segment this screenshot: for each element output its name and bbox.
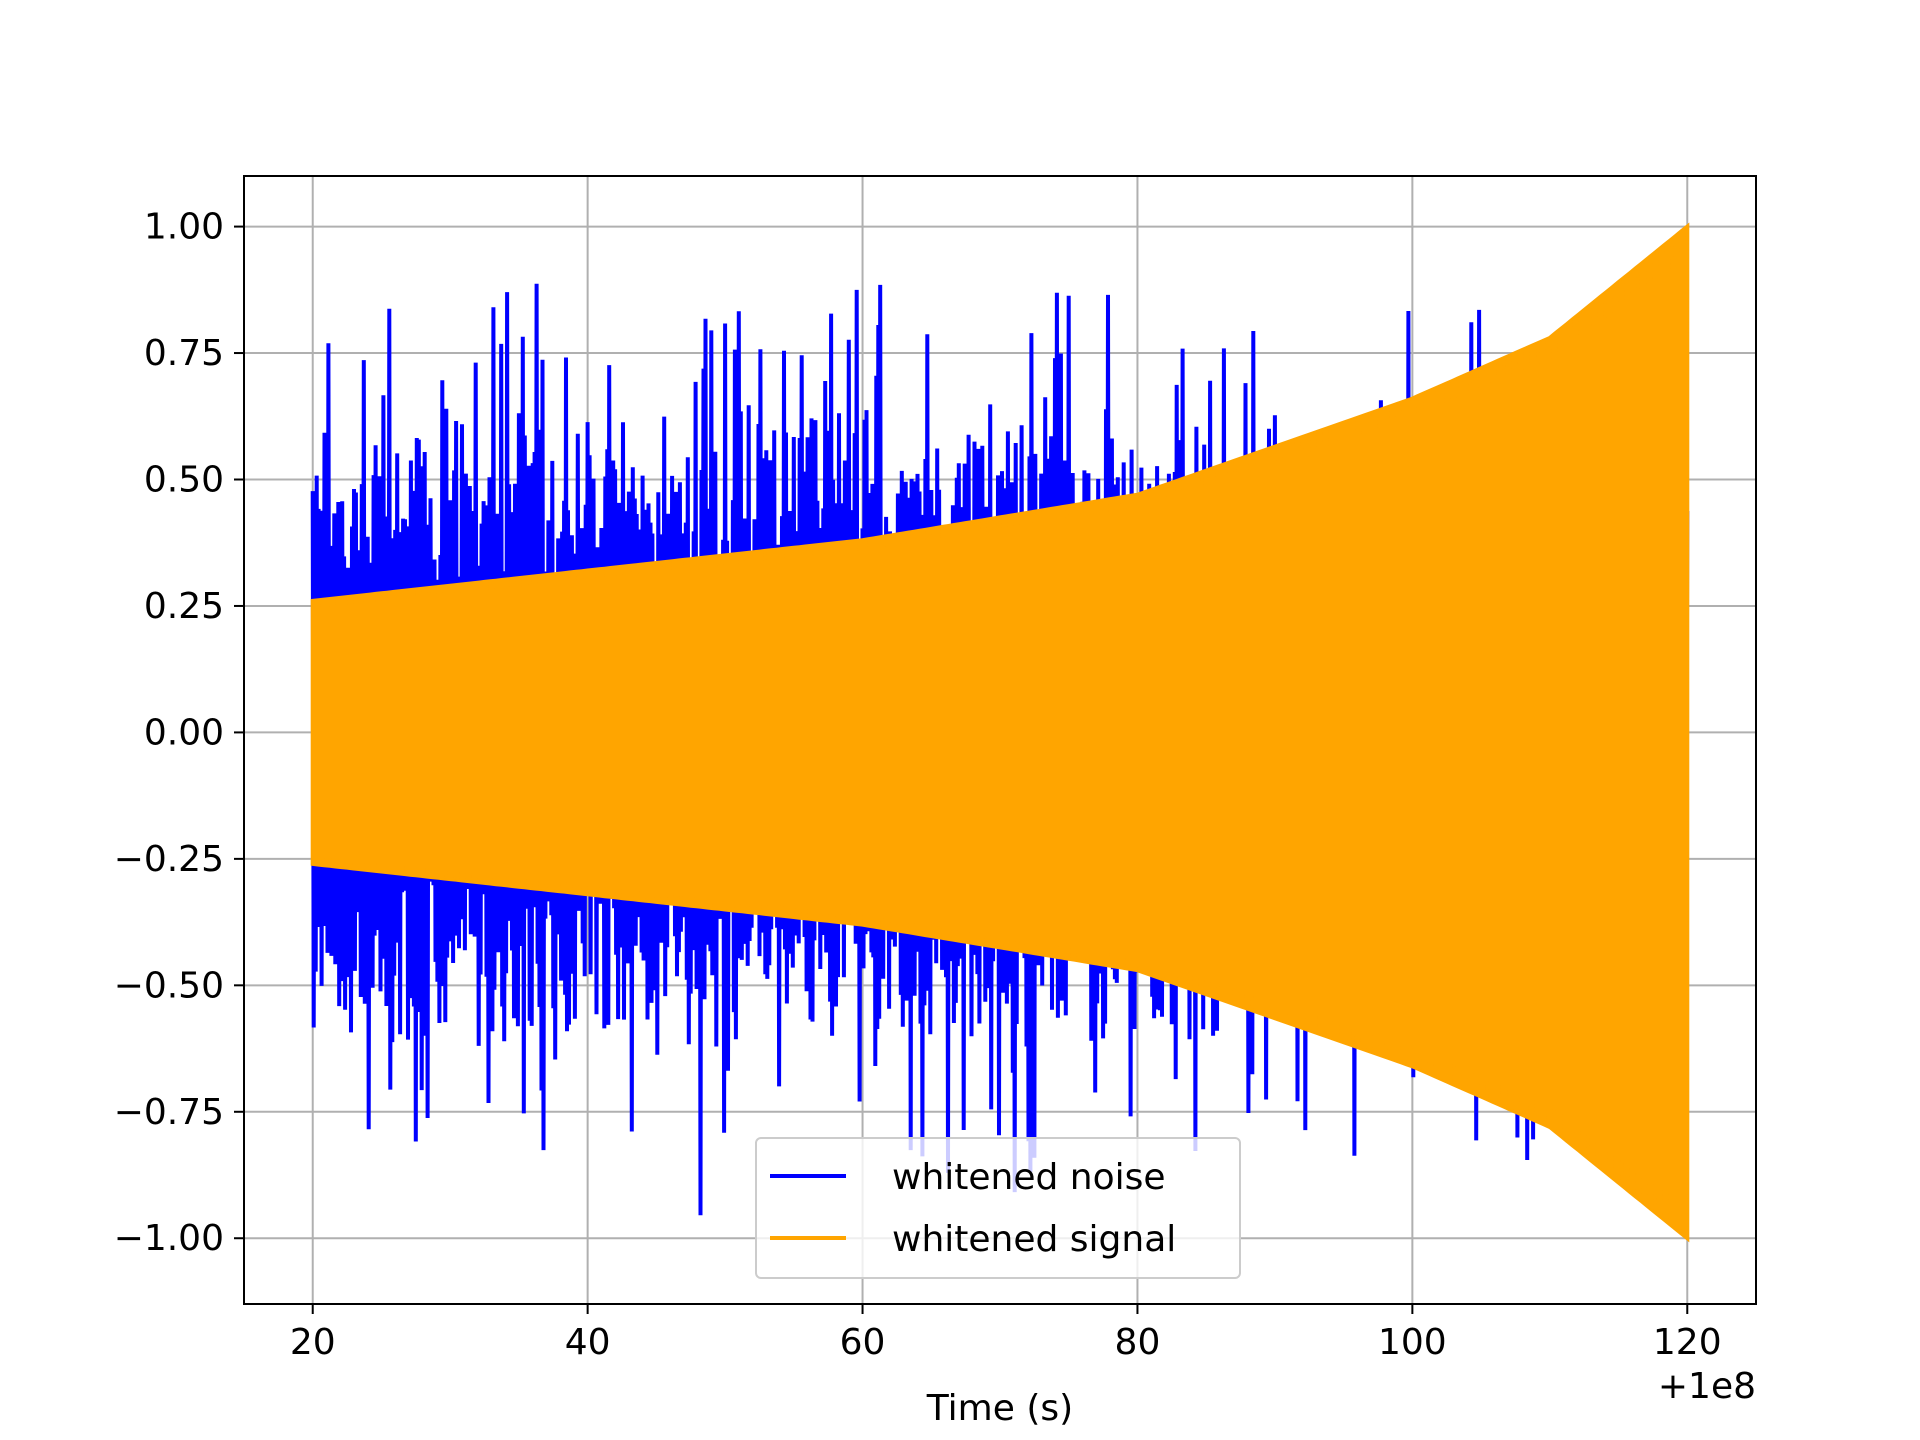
x-axis: 20 40 60 80 100 120 bbox=[290, 1304, 1722, 1363]
x-tick-label-1: 40 bbox=[565, 1322, 611, 1363]
x-tick-label-2: 60 bbox=[840, 1322, 886, 1363]
y-tick-label-3: 0.25 bbox=[144, 586, 224, 627]
axes-frame bbox=[243, 175, 1757, 1305]
x-tick-label-4: 100 bbox=[1378, 1322, 1447, 1363]
plot-area bbox=[310, 222, 1690, 1243]
y-tick-label-6: −0.50 bbox=[114, 965, 224, 1006]
series-line-whitened-signal bbox=[311, 226, 1689, 1238]
y-tick-label-5: −0.25 bbox=[114, 839, 224, 880]
x-axis-label: Time (s) bbox=[926, 1388, 1073, 1429]
y-tick-label-8: −1.00 bbox=[114, 1218, 224, 1259]
y-tick-label-0: 1.00 bbox=[144, 207, 224, 248]
legend-label-whitened-signal: whitened signal bbox=[892, 1219, 1176, 1260]
legend-label-whitened-noise: whitened noise bbox=[892, 1157, 1166, 1198]
x-tick-label-3: 80 bbox=[1115, 1322, 1161, 1363]
y-tick-label-2: 0.50 bbox=[144, 459, 224, 500]
y-axis: 1.00 0.75 0.50 0.25 0.00 −0.25 −0.50 −0.75 −1.00 bbox=[114, 207, 244, 1259]
legend: whitened noise whitened signal bbox=[755, 1137, 1241, 1279]
y-tick-label-7: −0.75 bbox=[114, 1092, 224, 1133]
y-tick-label-1: 0.75 bbox=[144, 333, 224, 374]
x-axis-offset-label: +1e8 bbox=[1658, 1366, 1756, 1407]
x-tick-label-0: 20 bbox=[290, 1322, 336, 1363]
y-tick-label-4: 0.00 bbox=[144, 712, 224, 753]
legend-box bbox=[755, 1137, 1241, 1279]
x-tick-label-5: 120 bbox=[1653, 1322, 1722, 1363]
